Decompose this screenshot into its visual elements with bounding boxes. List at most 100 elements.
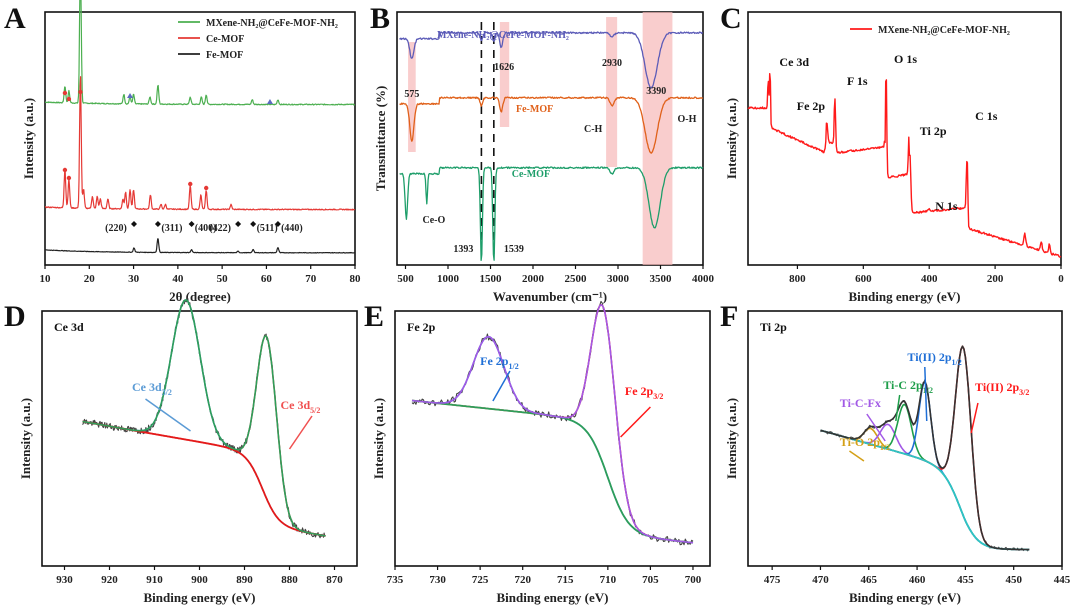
x-axis-label: Binding energy (eV) <box>497 590 609 605</box>
ftir-series-1 <box>399 96 704 154</box>
ftir-series-0 <box>399 31 703 89</box>
x-tick-label: 720 <box>514 574 531 586</box>
x-tick-label: 880 <box>281 574 298 586</box>
y-axis-label: Intensity (a.u.) <box>18 398 33 479</box>
spectrum-title: Ce 3d <box>54 320 84 334</box>
plot-frame-c <box>747 11 1062 266</box>
x-tick-label: 445 <box>1054 574 1071 586</box>
panel-letter-a: A <box>4 2 26 35</box>
peak-label-fe2p12: Fe 2p1/2 <box>480 354 519 371</box>
diamond-marker <box>250 221 257 227</box>
panel-letter-b: B <box>370 2 390 35</box>
x-tick-label: 30 <box>128 273 140 285</box>
arrow <box>288 415 313 450</box>
y-axis-label: Intensity (a.u.) <box>724 398 739 479</box>
x-tick-label: 890 <box>236 574 253 586</box>
x-tick-label: 10 <box>40 273 52 285</box>
peak-label-tio: Ti-O 2p1/2 <box>840 435 890 452</box>
peak-label-ce3d52: Ce 3d5/2 <box>281 398 321 415</box>
bond-label-ch: C-H <box>584 124 603 135</box>
arrow <box>895 394 901 422</box>
arrow <box>866 413 886 442</box>
x-axis-label: Binding energy (eV) <box>849 289 961 304</box>
x-tick-label: 70 <box>305 273 317 285</box>
x-tick-label: 460 <box>909 574 926 586</box>
hkl-label: (220) <box>105 223 127 234</box>
x-tick-label: 735 <box>387 574 404 586</box>
x-tick-label: 920 <box>101 574 118 586</box>
peak-label-tic: Ti-C 2p1/2 <box>883 378 933 395</box>
peak-label: Ti 2p <box>920 124 947 138</box>
fit-component <box>82 335 326 537</box>
peak-label-ti2-12: Ti(II) 2p1/2 <box>907 350 961 367</box>
highlight-band <box>606 17 618 167</box>
x-tick-label: 50 <box>217 273 229 285</box>
panel-letter-c: C <box>720 2 742 35</box>
x-tick-label: 910 <box>146 574 163 586</box>
series-label: Fe-MOF <box>516 104 553 115</box>
x-tick-label: 0 <box>1058 273 1064 285</box>
peak-label-2930: 2930 <box>602 58 622 69</box>
x-tick-label: 20 <box>84 273 96 285</box>
x-tick-label: 600 <box>855 273 872 285</box>
x-tick-label: 455 <box>957 574 974 586</box>
hkl-label: (511) <box>257 223 278 234</box>
series-label: Ce-MOF <box>512 169 550 180</box>
fit-component <box>82 299 326 537</box>
background-line <box>82 420 326 537</box>
panel-letter-d: D <box>4 300 26 333</box>
bond-label-ceo: Ce-O <box>423 215 446 226</box>
x-tick-label: 700 <box>685 574 702 586</box>
y-axis-label: Intensity (a.u.) <box>21 98 36 179</box>
triangle-marker <box>127 93 134 98</box>
hkl-label: (400) <box>195 223 217 234</box>
x-tick-label: 715 <box>557 574 574 586</box>
y-axis-label: Intensity (a.u.) <box>724 98 739 179</box>
spectrum-title: Fe 2p <box>407 320 436 334</box>
diamond-marker <box>188 221 195 227</box>
diamond-marker <box>274 221 281 227</box>
fit-envelope <box>82 299 326 537</box>
legend-label: Fe-MOF <box>206 50 243 61</box>
y-axis-label: Transmittance (%) <box>373 86 388 192</box>
xrd-series-0 <box>44 0 356 106</box>
series-label: MXene-NH₂@CeFe-MOF-NH₂ <box>437 30 569 41</box>
x-tick-label: 60 <box>261 273 273 285</box>
x-tick-label: 4000 <box>692 273 715 285</box>
x-tick-label: 1500 <box>480 273 503 285</box>
plot-frame-f <box>747 310 1063 567</box>
arrow <box>924 366 928 422</box>
circle-marker <box>204 185 209 191</box>
circle-marker <box>62 167 68 173</box>
x-axis-label: Binding energy (eV) <box>144 590 256 605</box>
x-tick-label: 400 <box>921 273 938 285</box>
x-tick-label: 450 <box>1005 574 1022 586</box>
fit-component <box>411 303 694 544</box>
peak-label: F 1s <box>847 74 868 88</box>
x-tick-label: 1000 <box>437 273 460 285</box>
peak-label-ce3d32: Ce 3d3/2 <box>132 380 172 397</box>
peak-label-ti2-32: Ti(II) 2p3/2 <box>975 380 1029 397</box>
x-tick-label: 800 <box>789 273 806 285</box>
fit-component <box>820 403 1030 551</box>
peak-label-1539: 1539 <box>504 244 524 255</box>
highlight-band <box>642 12 673 265</box>
spectrum-title: Ti 2p <box>760 320 787 334</box>
x-tick-label: 710 <box>600 574 617 586</box>
peak-label-1393: 1393 <box>453 244 473 255</box>
raw-spectrum <box>82 297 326 539</box>
diamond-marker <box>235 221 242 227</box>
x-tick-label: 705 <box>642 574 659 586</box>
arrow <box>620 406 651 438</box>
x-axis-label: Wavenumber (cm⁻¹) <box>493 289 607 304</box>
peak-label-3390: 3390 <box>646 86 666 97</box>
circle-marker <box>62 90 68 96</box>
arrow <box>970 402 979 434</box>
highlight-band <box>408 42 416 152</box>
x-tick-label: 470 <box>812 574 829 586</box>
triangle-marker <box>266 99 273 104</box>
x-tick-label: 500 <box>397 273 414 285</box>
bond-label-oh: O-H <box>678 114 697 125</box>
diamond-marker <box>154 221 161 227</box>
circle-marker <box>78 89 83 95</box>
